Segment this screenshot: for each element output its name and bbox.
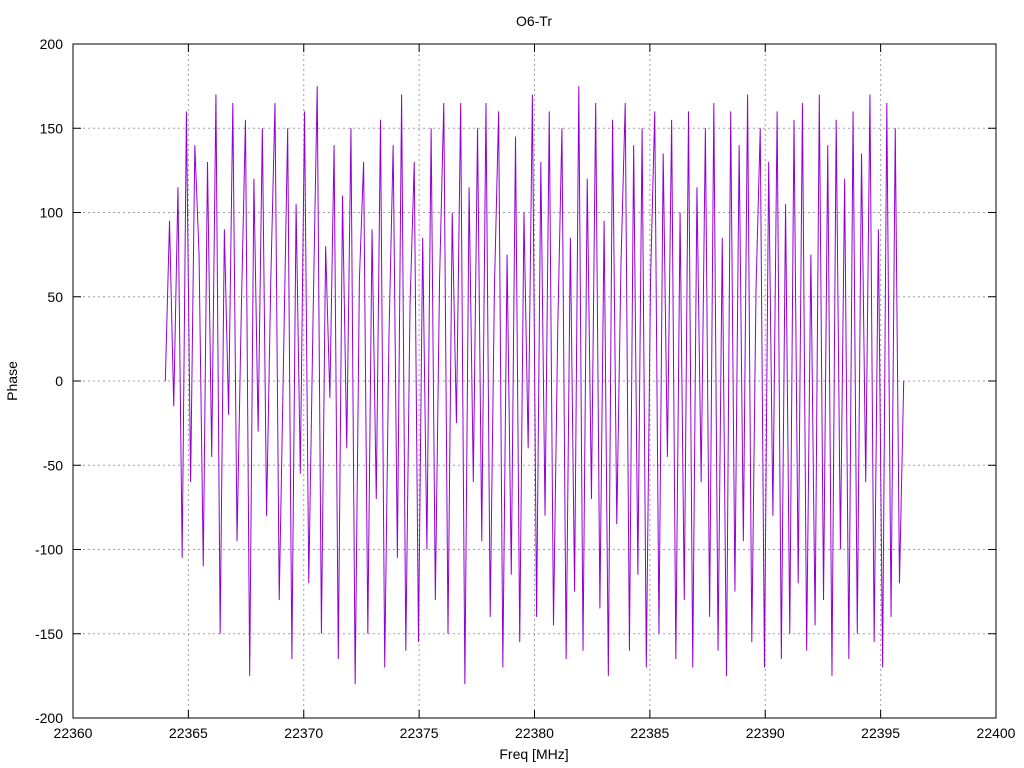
phase-series-line (164, 86, 905, 685)
x-tick-label: 22380 (515, 725, 554, 741)
y-axis-label: Phase (4, 361, 20, 401)
x-tick-label: 22375 (400, 725, 439, 741)
x-tick-label: 22395 (861, 725, 900, 741)
y-tick-label: -200 (35, 710, 63, 726)
series-layer (164, 86, 905, 685)
y-tick-label: 50 (47, 289, 63, 305)
y-tick-label: -100 (35, 542, 63, 558)
y-tick-label: 150 (40, 120, 64, 136)
x-tick-label: 22390 (746, 725, 785, 741)
chart-title: O6-Tr (516, 13, 552, 29)
x-tick-label: 22370 (284, 725, 323, 741)
tick-layer: 22360 22365 22370 22375 22380 22385 22390 22395… (35, 36, 1016, 741)
y-tick-label: -50 (43, 457, 63, 473)
x-tick-label: 22400 (977, 725, 1016, 741)
x-tick-label: 22385 (630, 725, 669, 741)
x-axis-label: Freq [MHz] (499, 746, 568, 762)
y-tick-label: -150 (35, 626, 63, 642)
x-tick-label: 22365 (169, 725, 208, 741)
x-tick-label: 22360 (54, 725, 93, 741)
y-tick-label: 0 (55, 373, 63, 389)
y-tick-label: 100 (40, 205, 64, 221)
y-tick-label: 200 (40, 36, 64, 52)
